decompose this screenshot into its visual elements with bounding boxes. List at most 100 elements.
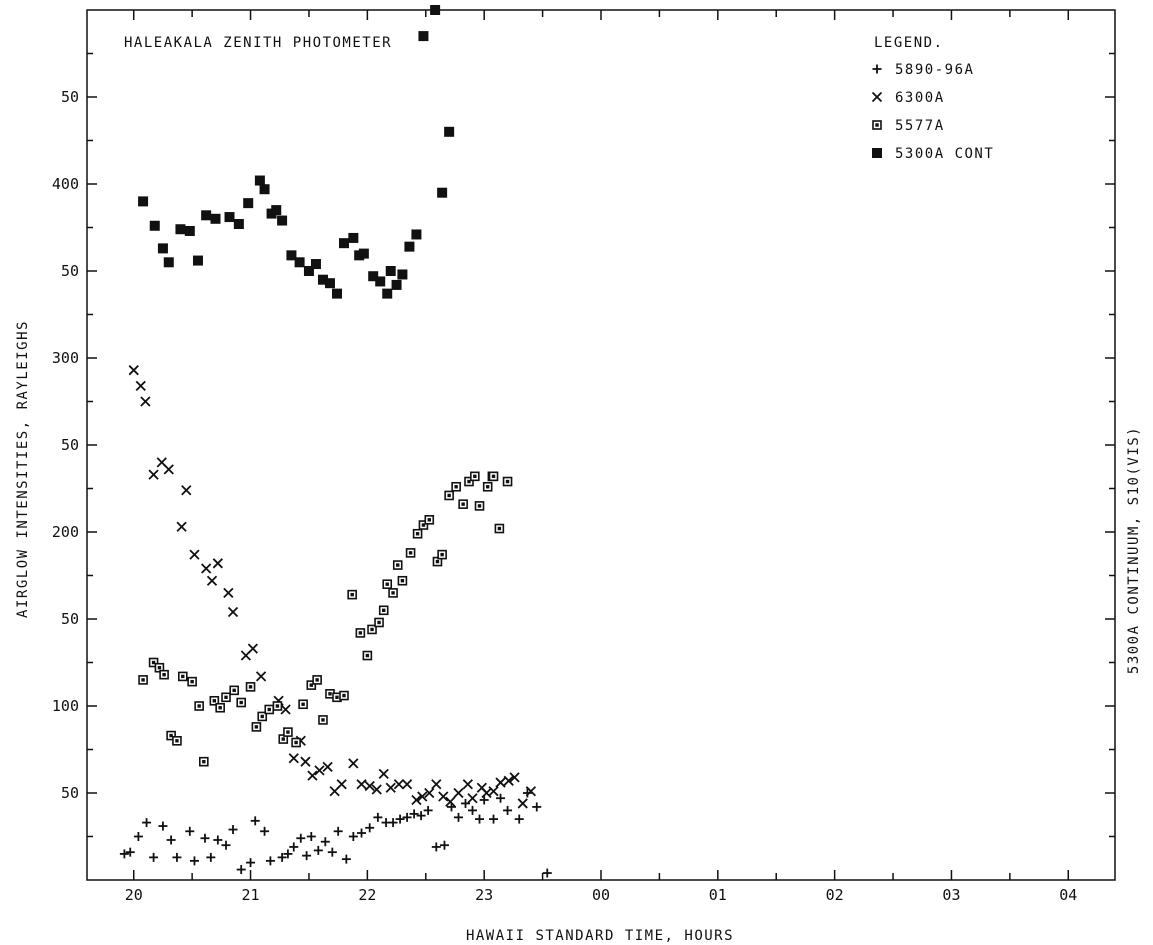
point-5300a-cont: [324, 278, 335, 289]
point-5890-96a: [200, 833, 210, 843]
point-6300a: [424, 787, 435, 799]
point-5890-96a: [228, 825, 238, 835]
point-6300a: [467, 793, 478, 804]
point-6300a: [525, 786, 537, 797]
y-tick-label: 50: [61, 436, 79, 454]
point-5890-96a: [489, 814, 499, 824]
point-5300a-cont: [382, 288, 393, 299]
point-5577a: [458, 499, 468, 509]
point-5577a: [312, 675, 322, 685]
point-5300a-cont: [375, 276, 386, 287]
point-5300a-cont: [286, 250, 297, 261]
point-5577a: [283, 727, 293, 737]
point-6300a: [364, 780, 375, 792]
point-5577a: [339, 690, 349, 701]
point-5890-96a: [402, 812, 412, 822]
point-5890-96a: [416, 811, 426, 821]
point-5577a: [482, 481, 493, 492]
legend-marker: [872, 120, 882, 130]
point-5890-96a: [365, 823, 375, 833]
point-5890-96a: [503, 805, 513, 815]
y-tick-label: 200: [52, 523, 79, 541]
point-5890-96a: [185, 826, 195, 836]
point-5577a: [362, 650, 373, 661]
point-5890-96a: [357, 828, 367, 838]
y-axis-label: AIRGLOW INTENSITIES, RAYLEIGHS: [15, 320, 31, 618]
point-5300a-cont: [259, 184, 270, 195]
point-5890-96a: [468, 805, 477, 815]
point-5577a: [397, 575, 408, 586]
point-5890-96a: [158, 821, 168, 831]
point-5890-96a: [166, 835, 176, 845]
point-5577a: [187, 676, 197, 687]
x-tick-label: 01: [709, 886, 727, 904]
point-5890-96a: [514, 814, 524, 824]
x-tick-label: 00: [592, 886, 610, 904]
point-6300a: [206, 575, 218, 586]
point-5300a-cont: [175, 224, 186, 235]
legend-marker: [871, 91, 883, 103]
point-5890-96a: [260, 826, 270, 836]
point-5577a: [405, 548, 416, 558]
point-5577a: [166, 730, 176, 741]
point-5300a-cont: [411, 229, 422, 240]
point-5890-96a: [373, 812, 383, 822]
point-5577a: [355, 628, 366, 638]
point-5890-96a: [532, 802, 542, 812]
point-5300a-cont: [233, 219, 244, 230]
point-5300a-cont: [437, 187, 448, 198]
point-5577a: [264, 704, 275, 715]
point-5890-96a: [333, 826, 343, 836]
point-5300a-cont: [331, 288, 342, 299]
point-5577a: [382, 579, 393, 590]
point-5577a: [221, 692, 231, 703]
point-5300a-cont: [254, 175, 265, 186]
y-tick-label: 100: [52, 697, 79, 715]
point-5890-96a: [149, 852, 159, 862]
point-5577a: [272, 701, 283, 711]
x-tick-label: 20: [125, 886, 143, 904]
point-6300a: [348, 758, 359, 769]
point-6300a: [378, 768, 389, 779]
point-5577a: [494, 523, 505, 534]
point-5577a: [378, 605, 389, 616]
y-axis-ticks: 50 100 50 200 50 300 50 400 50: [52, 52, 1115, 838]
point-5890-96a: [388, 818, 398, 828]
point-6300a: [517, 798, 528, 809]
point-5300a-cont: [157, 243, 168, 254]
point-5890-96a: [206, 852, 216, 862]
point-5577a: [488, 471, 499, 482]
point-5300a-cont: [294, 257, 305, 268]
point-6300a: [495, 777, 506, 788]
point-5890-96a: [250, 816, 260, 826]
x-axis-ticks: 20 21 22 23 00 01 02 03 04: [125, 10, 1077, 904]
y-tick-label: 50: [61, 610, 79, 628]
point-5890-96a: [133, 832, 143, 841]
point-6300a: [181, 485, 192, 496]
point-5300a-cont: [348, 232, 359, 243]
point-5890-96a: [172, 852, 182, 862]
point-5890-96a: [460, 798, 470, 808]
point-5890-96a: [221, 840, 231, 850]
point-6300a: [300, 756, 311, 767]
point-5577a: [159, 669, 169, 680]
x-tick-label: 23: [475, 886, 493, 904]
point-5577a: [367, 624, 377, 635]
point-5577a: [199, 756, 209, 767]
point-6300a: [453, 787, 464, 799]
point-5890-96a: [213, 835, 223, 845]
x-tick-label: 22: [358, 886, 376, 904]
point-6300a: [280, 704, 291, 715]
point-5577a: [424, 515, 435, 525]
point-5300a-cont: [430, 5, 441, 15]
point-5300a-cont: [210, 213, 221, 224]
x-axis-label: HAWAII STANDARD TIME, HOURS: [466, 928, 734, 944]
point-6300a: [385, 782, 396, 793]
point-5890-96a: [475, 814, 485, 824]
legend-marker: [872, 64, 882, 74]
point-5300a-cont: [149, 220, 160, 231]
point-5577a: [347, 589, 357, 600]
point-6300a: [223, 587, 234, 599]
point-5300a-cont: [385, 266, 396, 276]
point-5300a-cont: [310, 259, 321, 270]
